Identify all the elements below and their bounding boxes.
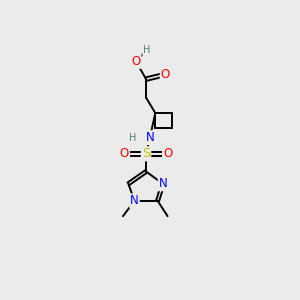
Text: O: O — [163, 147, 172, 160]
Text: N: N — [146, 131, 154, 144]
Text: N: N — [159, 177, 167, 190]
Text: N: N — [130, 194, 139, 207]
Text: O: O — [161, 68, 170, 81]
Text: O: O — [120, 147, 129, 160]
Text: S: S — [142, 147, 150, 160]
Text: H: H — [128, 133, 136, 142]
Text: H: H — [143, 45, 151, 55]
Text: O: O — [131, 55, 141, 68]
